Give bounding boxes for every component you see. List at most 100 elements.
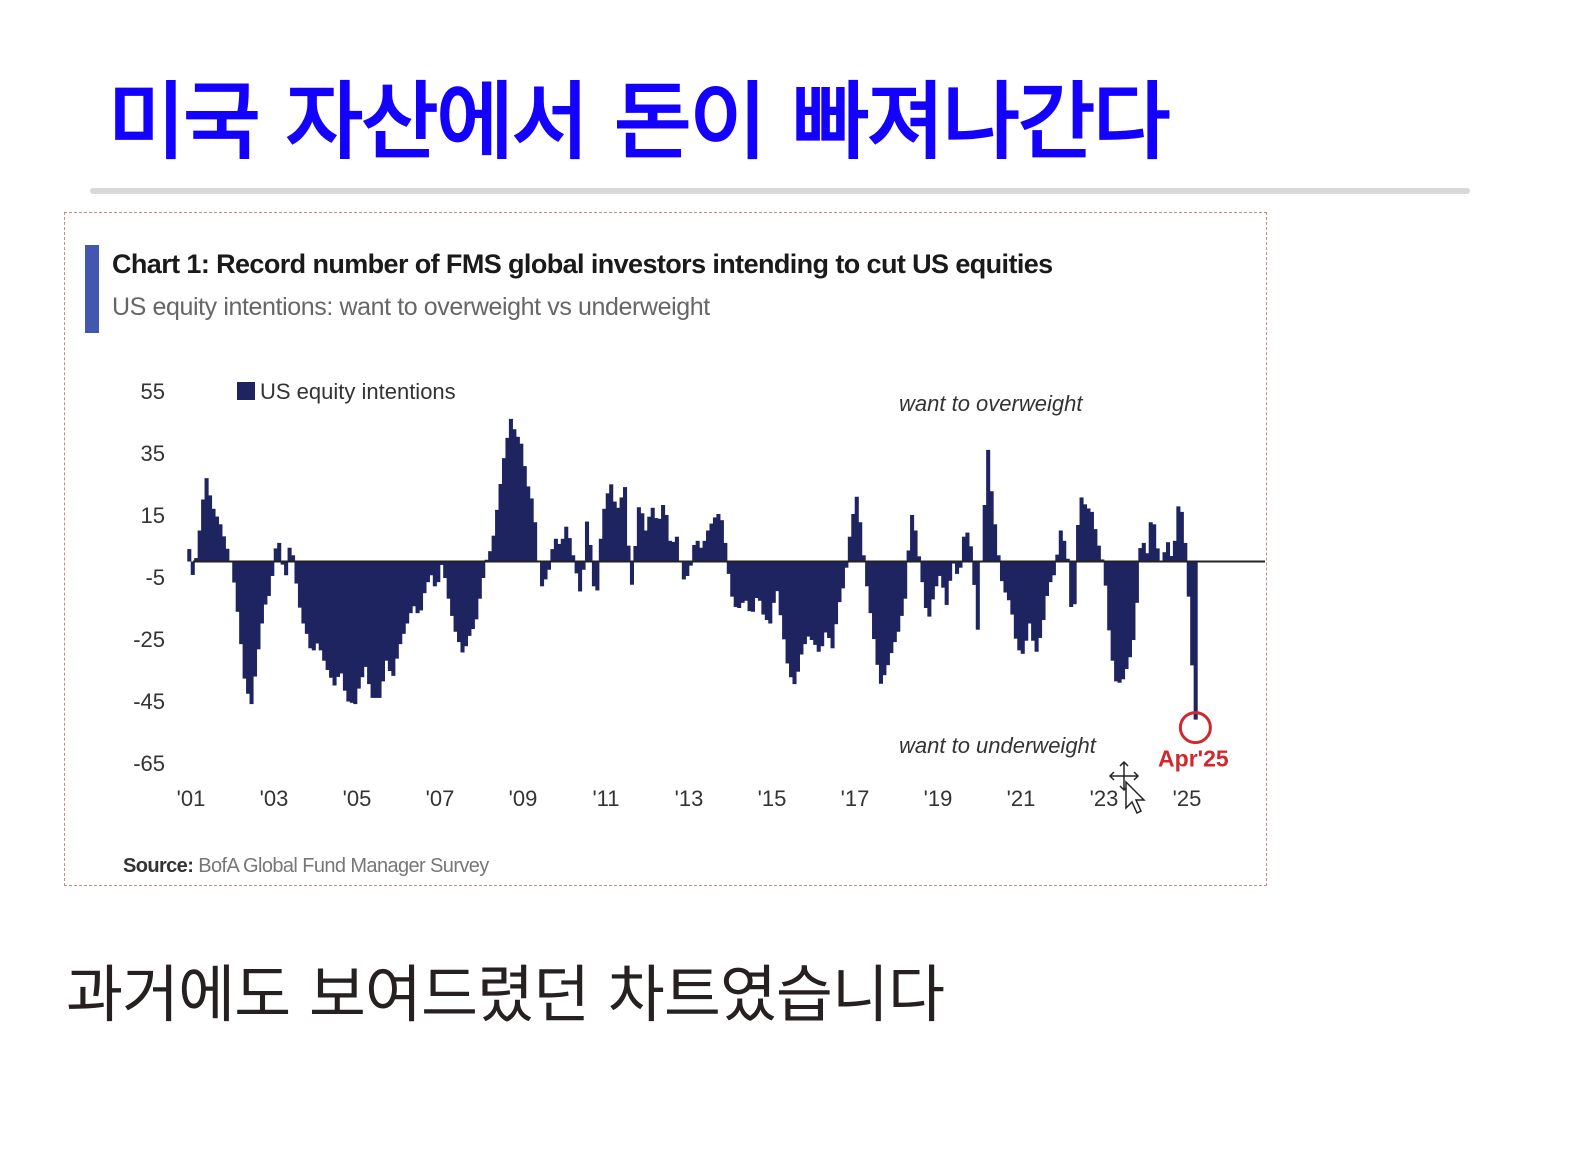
- bar: [754, 561, 759, 599]
- x-tick-label: '11: [592, 786, 619, 811]
- bar: [1013, 561, 1018, 639]
- bar: [1134, 561, 1139, 603]
- bar: [712, 517, 717, 562]
- bar: [986, 449, 991, 562]
- bar: [232, 561, 237, 583]
- bar: [612, 501, 617, 562]
- bar: [657, 518, 662, 562]
- bar: [315, 561, 320, 644]
- bar: [1096, 545, 1101, 562]
- bar: [695, 540, 700, 562]
- bar: [488, 551, 493, 562]
- bar: [643, 530, 648, 562]
- bar: [387, 561, 392, 672]
- bar: [1148, 522, 1153, 562]
- bar: [1051, 561, 1056, 576]
- bar: [775, 561, 780, 592]
- bar: [1041, 561, 1046, 621]
- bar: [733, 561, 738, 607]
- bar: [1107, 561, 1112, 631]
- bar: [605, 493, 610, 562]
- apr25-highlight-circle: [1178, 711, 1212, 745]
- bar: [1193, 561, 1198, 720]
- y-tick-label: 15: [141, 503, 165, 528]
- bar: [723, 542, 728, 562]
- bar: [553, 538, 558, 562]
- bar: [280, 561, 285, 565]
- legend-swatch: [237, 382, 255, 400]
- bar: [813, 561, 818, 645]
- bar: [432, 561, 437, 587]
- bar: [692, 544, 697, 562]
- bar: [1072, 561, 1077, 605]
- bar: [944, 561, 949, 605]
- bar: [304, 561, 309, 634]
- bar: [1183, 542, 1188, 562]
- bar: [744, 561, 749, 601]
- bar: [851, 513, 856, 562]
- bar: [512, 429, 517, 562]
- bar: [1034, 561, 1039, 652]
- bar: [961, 536, 966, 562]
- bar: [820, 561, 825, 647]
- bar: [647, 516, 652, 562]
- bar: [861, 555, 866, 562]
- bar: [560, 538, 565, 562]
- bar: [370, 561, 375, 698]
- title-divider: [90, 188, 1470, 194]
- bar-series: [187, 418, 1198, 720]
- bar: [989, 491, 994, 562]
- bar: [934, 561, 939, 587]
- bar: [799, 561, 804, 655]
- y-tick-label: -25: [133, 627, 165, 652]
- bar: [847, 536, 852, 562]
- bar: [1065, 558, 1070, 562]
- bar: [1117, 561, 1122, 683]
- bar: [533, 522, 538, 562]
- bar: [1020, 561, 1025, 654]
- bar: [363, 561, 368, 667]
- bar: [505, 437, 510, 562]
- bar: [1093, 529, 1098, 562]
- bar: [1031, 561, 1036, 641]
- chart-frame: Chart 1: Record number of FMS global inv…: [64, 212, 1267, 886]
- bar: [429, 561, 434, 576]
- bar: [833, 561, 839, 625]
- bar: [602, 508, 607, 562]
- bar: [187, 549, 192, 562]
- bar: [896, 561, 901, 632]
- bar: [802, 561, 807, 645]
- bar: [840, 561, 845, 589]
- bar: [688, 561, 693, 566]
- bar: [916, 556, 922, 562]
- bar: [214, 516, 219, 562]
- bar: [999, 561, 1005, 582]
- x-tick-label: '03: [260, 786, 289, 811]
- bar: [1089, 511, 1094, 562]
- bar: [816, 561, 821, 652]
- bar: [640, 513, 645, 562]
- bar: [1186, 561, 1191, 597]
- bar: [287, 547, 292, 562]
- bar: [443, 561, 448, 579]
- bar: [194, 558, 199, 562]
- bar: [190, 561, 195, 575]
- bar: [353, 561, 358, 705]
- x-tick-label: '23: [1090, 786, 1119, 811]
- x-tick-label: '19: [924, 786, 953, 811]
- bar: [515, 436, 520, 562]
- bar: [415, 561, 420, 614]
- legend: US equity intentions: [237, 379, 456, 404]
- bar: [1086, 508, 1091, 562]
- bar: [470, 561, 475, 630]
- bar: [702, 540, 707, 562]
- bar: [951, 561, 956, 564]
- bar: [730, 561, 735, 597]
- bar: [526, 486, 531, 562]
- bar: [674, 536, 679, 562]
- bar: [588, 544, 593, 562]
- source-text: BofA Global Fund Manager Survey: [198, 855, 489, 877]
- bar: [301, 561, 306, 624]
- bar: [408, 561, 413, 614]
